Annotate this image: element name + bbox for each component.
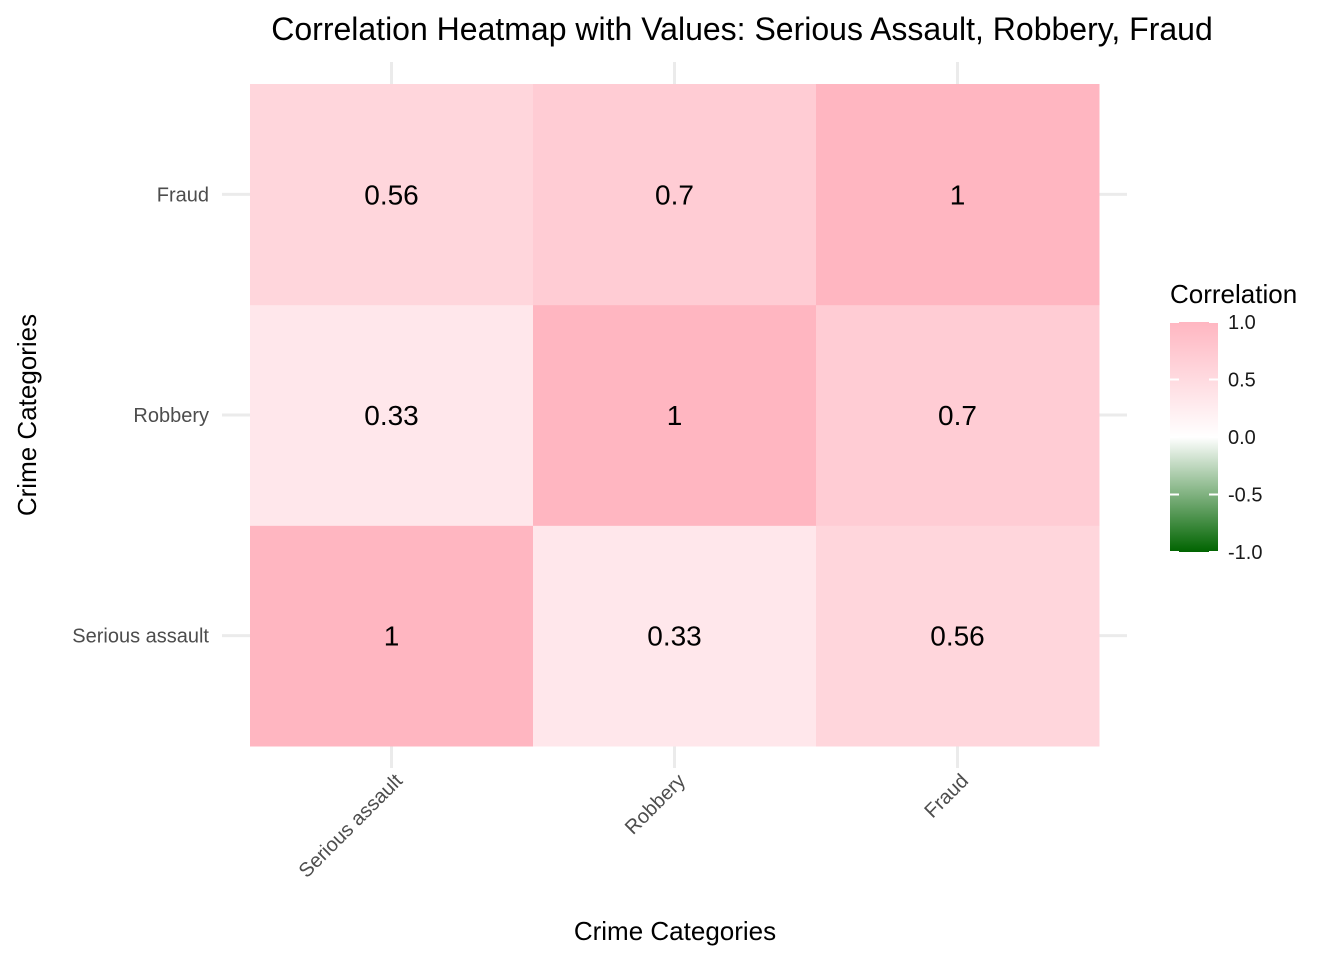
heatmap-cell [250,304,534,526]
y-tick-label: Serious assault [72,626,209,648]
cell-value-label: 0.56 [364,179,419,210]
cell-value-label: 1 [950,179,966,210]
heatmap-cell [816,304,1100,526]
y-tick-label: Fraud [157,184,209,206]
heatmap-cell [816,84,1100,306]
y-axis-title: Crime Categories [12,314,42,516]
x-tick-label: Robbery [621,770,690,839]
legend-tick-label: 1.0 [1228,312,1256,334]
heatmap-cell [816,525,1100,747]
chart-title: Correlation Heatmap with Values: Serious… [271,11,1212,47]
x-tick-labels: Serious assault Robbery Fraud [295,770,973,883]
x-tick-label: Fraud [921,770,974,823]
heatmap-cells [250,84,1100,747]
cell-value-labels: 1 0.33 0.56 0.33 1 0.7 0.56 0.7 1 [364,179,985,651]
cell-value-label: 0.7 [655,179,694,210]
cell-value-label: 0.56 [930,621,985,652]
x-axis-title: Crime Categories [574,916,776,946]
color-legend: Correlation 1.0 0.5 0.0 -0.5 -1.0 [1170,279,1297,564]
heatmap-cell [250,84,534,306]
legend-ticks: 1.0 0.5 0.0 -0.5 -1.0 [1170,312,1262,564]
legend-tick-label: 0.0 [1228,427,1256,449]
y-tick-label: Robbery [133,405,209,427]
cell-value-label: 1 [384,621,400,652]
legend-title: Correlation [1170,279,1297,309]
y-tick-labels: Serious assault Robbery Fraud [72,184,209,647]
heatmap-cell [533,525,817,747]
cell-value-label: 1 [667,400,683,431]
legend-tick-label: 0.5 [1228,370,1256,392]
cell-value-label: 0.33 [647,621,702,652]
cell-value-label: 0.33 [364,400,419,431]
heatmap-cell [250,525,534,747]
heatmap-cell [533,304,817,526]
legend-tick-label: -1.0 [1228,542,1262,564]
legend-tick-label: -0.5 [1228,485,1262,507]
x-tick-label: Serious assault [295,770,408,883]
heatmap-cell [533,84,817,306]
cell-value-label: 0.7 [938,400,977,431]
